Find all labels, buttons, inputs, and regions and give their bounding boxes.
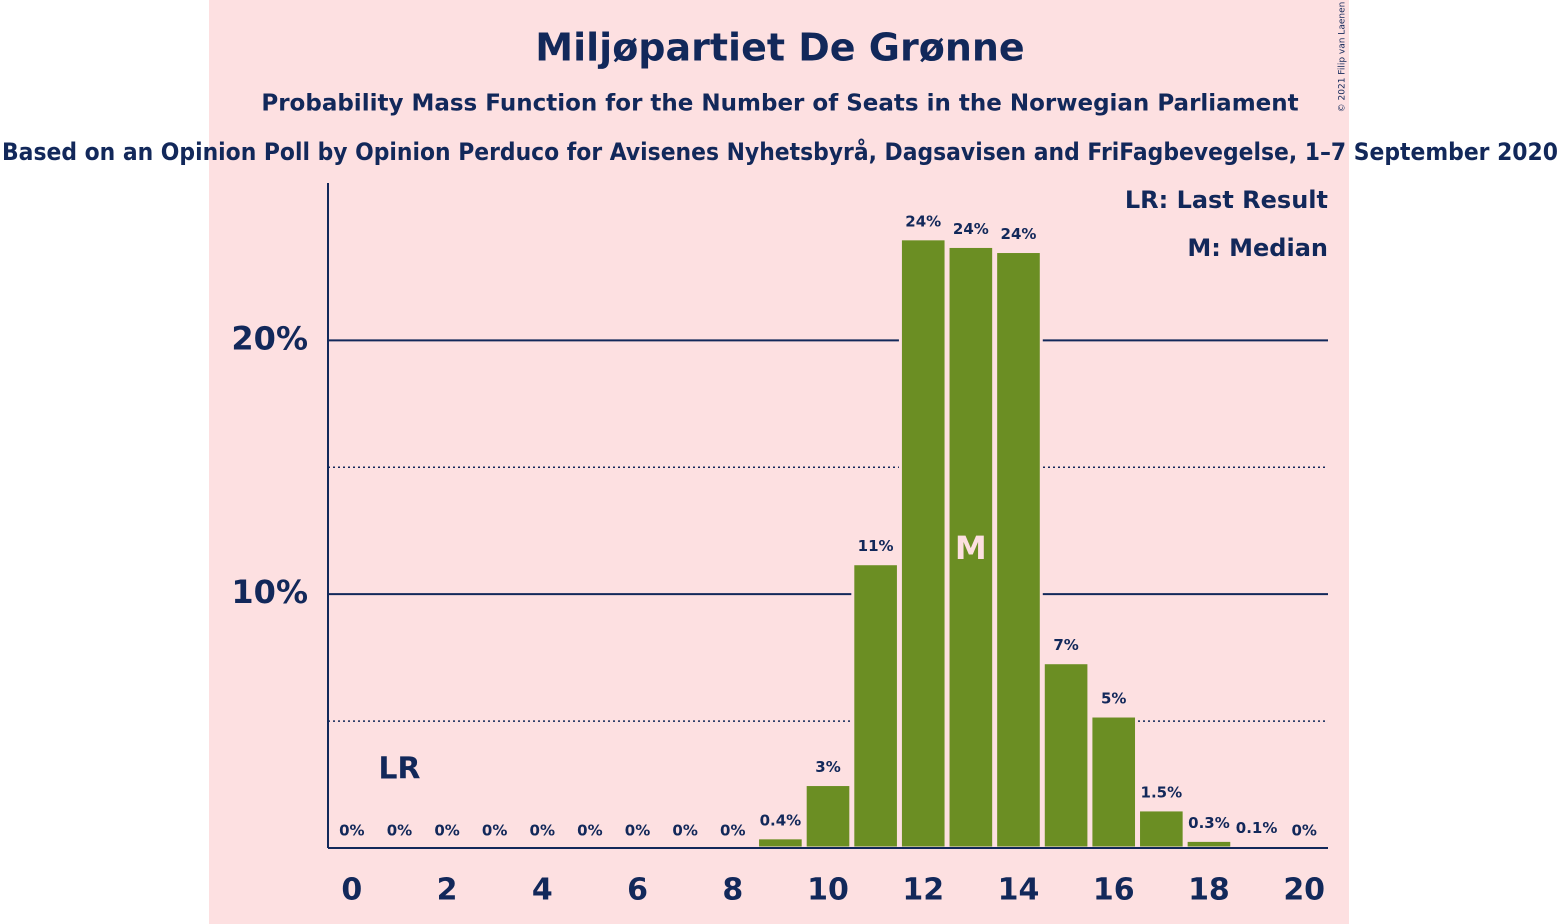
y-tick-label: 10%: [231, 573, 308, 611]
x-tick-label: 20: [1283, 873, 1325, 908]
value-label: 24%: [953, 220, 989, 238]
x-tick-label: 0: [341, 873, 362, 908]
copyright: © 2021 Filip van Laenen: [1338, 2, 1348, 113]
chart-subtitle: Probability Mass Function for the Number…: [261, 91, 1298, 117]
bar: [1184, 838, 1234, 850]
value-label: 0%: [672, 822, 697, 840]
x-tick-label: 18: [1188, 873, 1230, 908]
value-label: 0%: [339, 822, 364, 840]
x-tick-label: 6: [627, 873, 648, 908]
value-label: 24%: [1001, 225, 1037, 243]
value-label: 0%: [577, 822, 602, 840]
value-label: 0%: [1291, 822, 1316, 840]
y-tick-label: 20%: [231, 319, 308, 357]
legend-entry: M: Median: [1187, 234, 1328, 262]
legend-entry: LR: Last Result: [1125, 186, 1328, 214]
value-label: 5%: [1101, 690, 1126, 708]
value-label: 0.1%: [1236, 819, 1278, 837]
value-label: 0%: [720, 822, 745, 840]
value-label: 0%: [434, 822, 459, 840]
bar: [994, 250, 1043, 850]
median-marker: M: [955, 529, 987, 567]
bar: [1089, 714, 1139, 850]
value-label: 0%: [530, 822, 555, 840]
bar: [946, 244, 996, 850]
x-tick-label: 16: [1093, 873, 1135, 908]
value-label: 3%: [815, 758, 840, 776]
bar: [1041, 661, 1091, 850]
value-label: 0.3%: [1188, 814, 1230, 832]
value-label: 0%: [482, 822, 507, 840]
value-label: 7%: [1053, 636, 1078, 654]
chart-background: [209, 0, 1349, 924]
x-tick-label: 2: [437, 873, 458, 908]
value-label: 0.4%: [760, 811, 802, 829]
value-label: 11%: [858, 537, 894, 555]
value-label: 24%: [905, 212, 941, 230]
bar: [756, 836, 805, 850]
chart-title: Miljøpartiet De Grønne: [535, 26, 1024, 70]
x-tick-label: 12: [902, 873, 944, 908]
bar: [851, 562, 900, 850]
x-tick-label: 14: [998, 873, 1040, 908]
last-result-marker: LR: [378, 752, 420, 787]
value-label: 0%: [625, 822, 650, 840]
x-tick-label: 10: [807, 873, 849, 908]
chart-description: Based on an Opinion Poll by Opinion Perd…: [2, 137, 1558, 166]
value-label: 1.5%: [1141, 783, 1183, 801]
bar: [803, 783, 853, 850]
value-label: 0%: [387, 822, 412, 840]
bar: [1137, 808, 1186, 850]
x-tick-label: 8: [722, 873, 743, 908]
bar: [898, 237, 948, 850]
x-tick-label: 4: [532, 873, 553, 908]
